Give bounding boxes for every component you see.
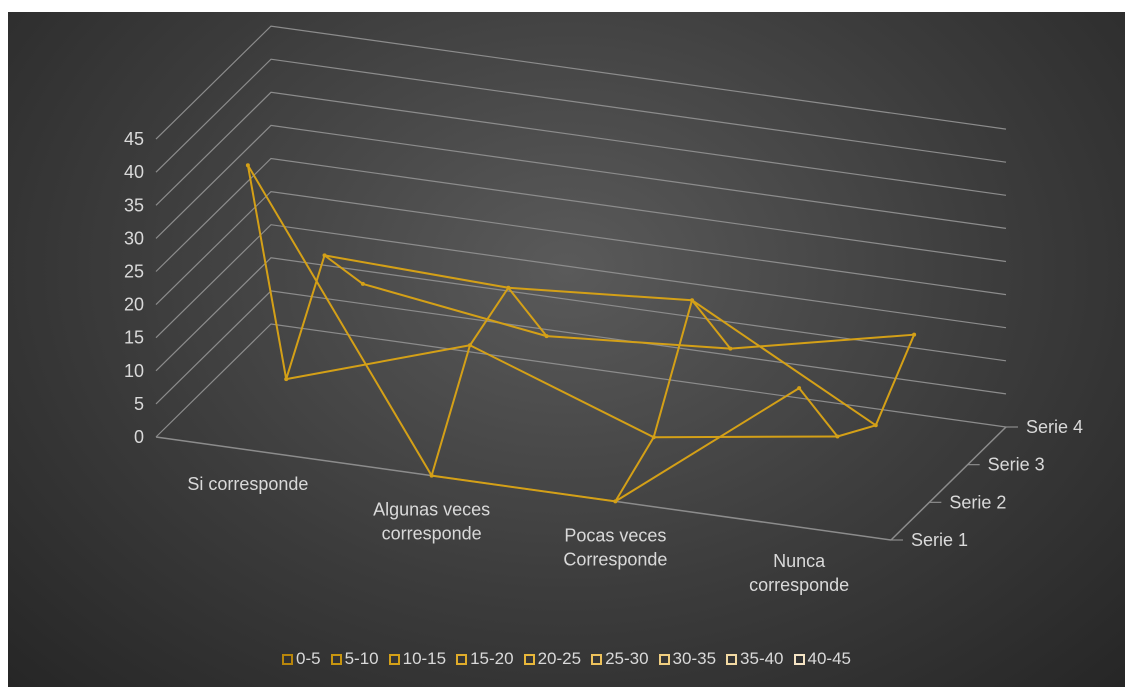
- data-point: [613, 499, 618, 504]
- legend-item: 30-35: [658, 649, 717, 669]
- gridline: [155, 58, 1007, 173]
- data-point: [544, 334, 549, 339]
- surface-chart: 0 5 10 15 20 25 30 35 40 45 Si corresponde Algunas …: [124, 25, 1083, 595]
- series-axis-line: [890, 426, 1007, 541]
- category-wire: [614, 299, 732, 502]
- legend-label: 0-5: [296, 649, 321, 668]
- data-point: [429, 473, 434, 478]
- legend-label: 35-40: [740, 649, 784, 668]
- category-label: Corresponde: [563, 549, 667, 569]
- legend-item: 5-10: [330, 649, 379, 669]
- category-label: Si corresponde: [187, 474, 308, 494]
- legend: 0-5 5-10 10-15 15-20 20-25 25-30 30-35 35-40 40-…: [8, 648, 1125, 670]
- data-point: [467, 343, 472, 348]
- data-point: [284, 377, 289, 382]
- data-point: [728, 346, 733, 351]
- gridline: [155, 257, 1007, 372]
- gridline: [155, 25, 1007, 140]
- legend-label: 20-25: [537, 649, 582, 668]
- data-point: [873, 423, 878, 428]
- legend-label: 15-20: [470, 649, 514, 668]
- gridline: [155, 323, 1007, 438]
- category-label: Nunca: [773, 551, 826, 571]
- z-tick-label: 5: [134, 394, 144, 414]
- z-tick-label: 35: [124, 195, 144, 215]
- z-tick-label: 15: [124, 328, 144, 348]
- gridline: [155, 157, 1007, 272]
- gridline: [155, 124, 1007, 239]
- data-point: [360, 281, 365, 286]
- series-tick-label: Serie 3: [988, 455, 1045, 475]
- series-wire: [247, 164, 800, 503]
- legend-item: 35-40: [726, 649, 784, 669]
- legend-label: 5-10: [344, 649, 379, 668]
- category-wire: [798, 334, 916, 438]
- series-tick-label: Serie 2: [949, 492, 1006, 512]
- data-point: [797, 386, 802, 391]
- legend-label: 40-45: [807, 649, 851, 668]
- category-wire: [246, 165, 364, 381]
- z-tick-label: 45: [124, 129, 144, 149]
- data-point: [912, 332, 917, 337]
- data-point: [322, 253, 327, 258]
- legend-item: 20-25: [523, 649, 582, 669]
- data-point: [651, 435, 656, 440]
- legend-swatch: [330, 653, 342, 665]
- gridline: [155, 91, 1007, 206]
- legend-swatch: [282, 653, 293, 665]
- category-label: Algunas veces: [373, 500, 490, 520]
- legend-item: 10-15: [388, 649, 447, 669]
- series-wire: [286, 344, 838, 439]
- legend-label: 25-30: [605, 649, 649, 668]
- z-tick-label: 30: [124, 228, 144, 248]
- series-wire: [324, 254, 877, 427]
- series-tick-label: Serie 1: [911, 530, 968, 550]
- legend-swatch: [726, 653, 738, 665]
- data-point: [245, 163, 250, 168]
- legend-swatch: [658, 653, 670, 665]
- category-label: corresponde: [382, 524, 482, 544]
- data-point: [835, 434, 840, 439]
- gridline: [155, 224, 1007, 339]
- category-label: Pocas veces: [564, 525, 666, 545]
- legend-label: 10-15: [402, 649, 447, 668]
- series-wire: [362, 282, 915, 350]
- legend-label: 30-35: [672, 649, 717, 668]
- legend-item: 15-20: [456, 649, 514, 669]
- legend-swatch: [591, 653, 603, 665]
- z-tick-label: 0: [134, 427, 144, 447]
- legend-swatch: [456, 653, 468, 665]
- legend-item: 25-30: [591, 649, 649, 669]
- series-tick-label: Serie 4: [1026, 417, 1083, 437]
- data-point: [690, 298, 695, 303]
- chart-area: 0 5 10 15 20 25 30 35 40 45 Si corresponde Algunas …: [8, 12, 1125, 687]
- data-point: [506, 285, 511, 290]
- z-tick-label: 40: [124, 162, 144, 182]
- legend-item: 40-45: [793, 649, 851, 669]
- gridline: [155, 290, 1007, 405]
- legend-item: 0-5: [282, 649, 321, 669]
- z-tick-label: 20: [124, 295, 144, 315]
- legend-swatch: [388, 653, 400, 665]
- gridline: [155, 190, 1007, 306]
- legend-swatch: [523, 653, 535, 665]
- z-tick-label: 25: [124, 262, 144, 282]
- legend-swatch: [793, 653, 805, 665]
- z-tick-label: 10: [124, 361, 144, 381]
- category-label: corresponde: [749, 575, 849, 595]
- category-wire: [430, 286, 548, 476]
